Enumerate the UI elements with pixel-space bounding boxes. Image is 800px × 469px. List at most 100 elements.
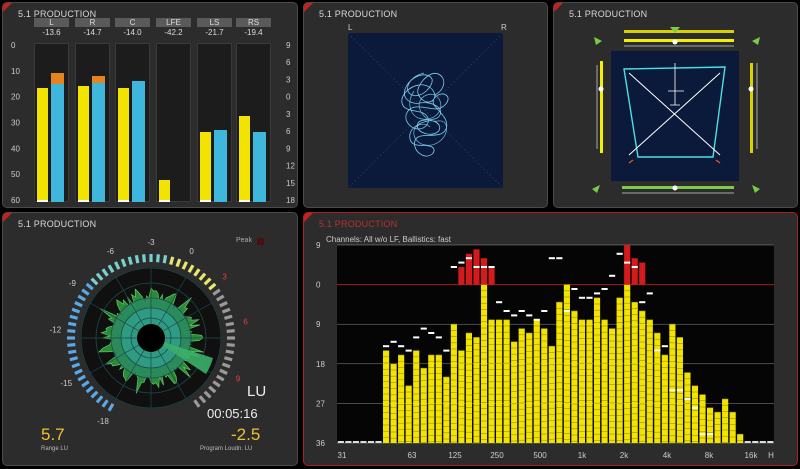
panel-title: 5.1 PRODUCTION — [319, 9, 398, 19]
radar-scale-segment — [203, 277, 212, 286]
bargraph-panel[interactable]: 5.1 PRODUCTION L -13.6 R -14.7 C -14.0 LFE -42.… — [2, 2, 298, 208]
spectrum-band-bar — [722, 399, 729, 443]
spectrum-peak-hold — [548, 257, 555, 260]
radar-scale-segment — [67, 343, 76, 347]
channel-ls-value: -21.7 — [205, 28, 224, 37]
radar-scale-segment — [90, 390, 99, 399]
spectrum-band-bar — [706, 407, 714, 443]
spectrum-peak-hold — [601, 288, 608, 290]
radar-scale-segment — [208, 385, 217, 394]
spectrum-y-label: 36 — [316, 439, 325, 448]
spectrum-band-floor — [767, 441, 774, 443]
spectrum-peak-hold — [398, 345, 405, 348]
spectrum-band-bar — [488, 319, 495, 443]
panel-title: 5.1 PRODUCTION — [18, 9, 97, 19]
spectrum-info: Channels: All w/o LF, Ballistics: fast — [326, 235, 451, 244]
bargraph-left-tick: 20 — [11, 93, 20, 102]
spectrum-band-floor — [337, 441, 344, 443]
spectrum-band-bar — [465, 333, 473, 443]
channel-c-header[interactable]: C — [115, 18, 150, 27]
spectrum-band-bar — [593, 297, 601, 443]
radar-scale-label: 6 — [243, 317, 248, 326]
radar-scale-segment — [193, 268, 201, 277]
channel-lfe-header[interactable]: LFE — [156, 18, 191, 27]
panel-title: 5.1 PRODUCTION — [569, 9, 648, 19]
radar-scale-segment — [187, 264, 195, 273]
spectrum-band-floor — [744, 441, 751, 443]
range-label: Range LU — [41, 446, 69, 452]
radar-scale-segment — [208, 282, 217, 291]
spectrum-y-label: 18 — [316, 360, 325, 369]
surround-display — [592, 27, 760, 194]
vectorscope-trace — [401, 72, 449, 157]
speaker-c-icon — [670, 27, 680, 33]
peak-indicator — [257, 238, 264, 245]
channel-ls-header[interactable]: LS — [197, 18, 232, 27]
channel-r-header[interactable]: R — [75, 18, 110, 27]
spectrum-band-over — [631, 258, 638, 285]
spectrum-peak-hold — [413, 336, 420, 339]
spectrum-peak-hold — [631, 266, 638, 268]
loudness-time: 00:05:16 — [207, 406, 258, 421]
spectrum-band-bar — [511, 341, 518, 443]
speaker-r-icon — [752, 37, 760, 45]
radar-scale-label: -15 — [60, 379, 72, 388]
spectrum-band-bar — [443, 377, 450, 443]
spectrum-x-label: 500 — [533, 451, 547, 460]
radar-scale-segment — [71, 362, 81, 369]
radar-scale-segment — [225, 321, 235, 327]
spectrum-band-over — [488, 267, 495, 285]
red-corner-flag-icon — [554, 3, 563, 12]
spectrum-band-bar — [541, 328, 548, 443]
channel-loudness-bar — [214, 130, 227, 202]
spectrum-peak-hold — [450, 266, 457, 268]
radar-scale-segment — [203, 390, 212, 399]
spectrum-peak-hold — [593, 292, 601, 295]
spectrum-x-label: 2k — [620, 451, 629, 460]
channel-peak-hold — [37, 200, 48, 202]
spectrum-band-over — [458, 267, 465, 285]
spectrum-y-label: 27 — [316, 399, 325, 408]
channel-l-header[interactable]: L — [34, 18, 69, 27]
speaker-rs-icon — [752, 185, 760, 193]
radar-scale-segment — [193, 399, 201, 408]
channel-rs-header[interactable]: RS — [236, 18, 271, 27]
channel-level-bar — [159, 179, 170, 202]
bargraph-left-tick: 60 — [11, 196, 20, 205]
vectorscope-panel[interactable]: 5.1 PRODUCTION L R — [303, 2, 548, 208]
surround-panel[interactable]: 5.1 PRODUCTION — [553, 2, 798, 208]
spectrum-band-floor — [360, 441, 367, 443]
program-label: Program Loudn. LU — [200, 446, 253, 452]
red-corner-flag-icon — [3, 213, 12, 222]
spectrum-band-bar — [609, 328, 616, 443]
spectrum-band-bar — [586, 319, 593, 443]
channel-level-bar — [118, 87, 129, 202]
radar-scale-segment — [216, 374, 225, 382]
radar-scale-segment — [67, 329, 76, 333]
spectrum-band-bar — [654, 333, 661, 443]
spectrum-x-label: 4k — [663, 451, 672, 460]
speaker-l-icon — [594, 37, 602, 45]
spectrum-band-bar — [480, 284, 488, 443]
radar-scale-segment — [95, 272, 104, 281]
spectrum-peak-hold — [616, 252, 623, 255]
spectrum-peak-hold — [541, 310, 548, 312]
spectrum-band-bar — [556, 302, 563, 443]
spectrum-y-label: 9 — [316, 320, 321, 329]
loudness-panel[interactable]: 5.1 PRODUCTION Peak -18 -15 -12 -9 -6 -3 0 3 6 9 … — [2, 212, 298, 466]
spectrum-band-bar — [571, 311, 578, 443]
spectrum-peak-hold — [661, 345, 668, 348]
spectrum-band-bar — [639, 311, 646, 443]
radar-scale-segment — [101, 268, 109, 277]
radar-scale-segment — [74, 368, 83, 375]
spectrum-display: 9 0 9 18 27 36 31 63 125 250 500 1k 2k 4k 8k 16k H — [316, 241, 774, 460]
channel-peak-hold — [159, 200, 170, 202]
channel-peak-hold — [78, 200, 89, 202]
spectrum-band-bar — [691, 385, 699, 443]
bargraph-left-tick: 10 — [11, 67, 20, 76]
spectrum-peak-hold — [654, 349, 661, 352]
spectrum-x-label: H — [768, 451, 774, 460]
spectrum-x-label: 250 — [490, 451, 504, 460]
radar-scale-label: 3 — [222, 272, 227, 281]
spectrum-panel[interactable]: 5.1 PRODUCTION Channels: All w/o LF, Bal… — [303, 212, 798, 466]
